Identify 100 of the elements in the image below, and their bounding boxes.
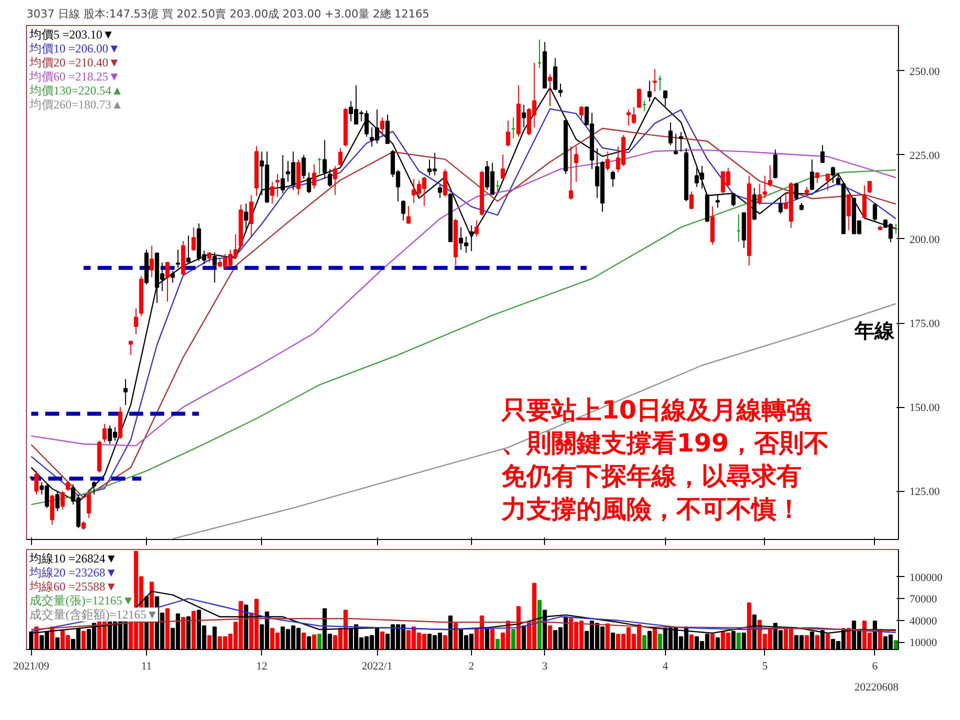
candlestick bbox=[134, 308, 138, 335]
candlestick bbox=[186, 235, 191, 263]
x-tick-label: 2021/09 bbox=[13, 660, 50, 672]
candlestick bbox=[663, 90, 668, 107]
x-tick-label: 11 bbox=[141, 660, 152, 672]
text: 均線20 =23268▼ bbox=[28, 566, 118, 580]
candlestick bbox=[66, 480, 70, 492]
candlestick bbox=[380, 117, 384, 136]
bar bbox=[81, 630, 86, 650]
bar bbox=[606, 624, 610, 650]
candlestick bbox=[165, 262, 170, 302]
candlestick bbox=[176, 249, 180, 268]
annotation: 年線 bbox=[854, 318, 896, 342]
candlestick bbox=[522, 104, 526, 128]
candlestick bbox=[731, 192, 736, 207]
x-tick-label: 6 bbox=[872, 660, 878, 672]
candlestick bbox=[868, 180, 872, 194]
y-tick-label: 250.00 bbox=[910, 66, 940, 78]
candlestick bbox=[610, 170, 616, 188]
candlestick bbox=[500, 154, 505, 180]
candlestick bbox=[270, 181, 274, 204]
candlestick bbox=[810, 159, 814, 191]
candlestick bbox=[846, 194, 851, 231]
candlestick bbox=[815, 172, 820, 184]
bar bbox=[747, 602, 752, 650]
bar bbox=[815, 635, 820, 650]
text: 均價20 =210.40▼ bbox=[28, 56, 120, 70]
candlestick bbox=[86, 488, 91, 518]
bar bbox=[548, 625, 552, 650]
candlestick bbox=[678, 132, 684, 152]
bar bbox=[380, 632, 384, 650]
candlestick bbox=[302, 154, 306, 180]
y-tick-label: 100000 bbox=[910, 572, 943, 584]
bar bbox=[652, 627, 657, 650]
candlestick bbox=[506, 120, 510, 148]
candlestick bbox=[333, 166, 338, 196]
bar bbox=[192, 610, 196, 650]
candlestick bbox=[862, 185, 867, 220]
candlestick bbox=[128, 340, 133, 356]
text: 均線60 =25588▼ bbox=[28, 580, 118, 594]
candlestick bbox=[579, 106, 584, 122]
series-label: 成交量(張)=12165▼ bbox=[30, 594, 134, 608]
bar bbox=[826, 634, 830, 650]
candlestick bbox=[474, 220, 479, 238]
bar bbox=[511, 629, 516, 650]
candlestick bbox=[50, 494, 54, 526]
bar bbox=[181, 617, 186, 650]
x-tick-label: 4 bbox=[662, 660, 669, 672]
x-tick-label: 12 bbox=[256, 660, 268, 672]
candlestick bbox=[212, 252, 217, 284]
candlestick bbox=[768, 164, 772, 188]
candlestick bbox=[401, 200, 406, 221]
candlestick bbox=[568, 146, 574, 200]
candlestick bbox=[338, 148, 343, 167]
y-tick-label: 125.00 bbox=[910, 486, 940, 498]
candlestick bbox=[668, 122, 673, 146]
bar bbox=[689, 634, 694, 650]
candlestick bbox=[192, 227, 196, 252]
candlestick bbox=[322, 140, 327, 180]
candlestick bbox=[438, 184, 442, 198]
candlestick bbox=[385, 114, 390, 144]
bar bbox=[302, 632, 306, 650]
candlestick bbox=[574, 146, 578, 182]
chart-title: 3037 日線 股本:147.53億 買 202.50賣 203.00成 203.00 +3.00量 2總 12165 bbox=[26, 8, 430, 20]
bar bbox=[710, 634, 715, 650]
bar bbox=[207, 635, 212, 650]
candlestick bbox=[406, 206, 411, 224]
text: 均價5 =203.10▼ bbox=[28, 28, 114, 42]
x-tick-label: 3 bbox=[542, 660, 548, 672]
candlestick bbox=[820, 144, 825, 164]
bar bbox=[317, 634, 322, 650]
line-series bbox=[172, 303, 896, 540]
x-tick-label: 5 bbox=[762, 660, 768, 672]
annotation: 成交量(含鉅額)=12165▼ bbox=[30, 608, 158, 622]
candlestick bbox=[674, 133, 678, 156]
candlestick bbox=[170, 270, 175, 284]
candlestick bbox=[689, 191, 694, 210]
y-tick-label: 225.00 bbox=[910, 150, 940, 162]
y-tick-label: 200.00 bbox=[910, 234, 940, 246]
y-tick-label: 150.00 bbox=[910, 402, 940, 414]
candlestick bbox=[830, 166, 836, 184]
candlestick bbox=[647, 80, 652, 102]
candlestick bbox=[443, 168, 448, 198]
text: 均價10 =206.00▼ bbox=[28, 42, 120, 56]
legend-label: 均線10 =26824▼ bbox=[28, 552, 118, 566]
bar bbox=[312, 634, 316, 650]
candlestick bbox=[275, 174, 280, 198]
candlestick bbox=[872, 202, 878, 222]
candlestick bbox=[328, 168, 332, 188]
candlestick bbox=[548, 74, 552, 107]
candlestick bbox=[716, 194, 720, 208]
candlestick bbox=[773, 149, 778, 179]
text: 均價260=180.73▲ bbox=[28, 98, 124, 112]
candlestick bbox=[312, 164, 316, 190]
candlestick bbox=[280, 154, 285, 194]
candlestick bbox=[249, 194, 254, 238]
candlestick bbox=[606, 151, 610, 172]
bar bbox=[443, 635, 448, 650]
candlestick bbox=[558, 83, 563, 98]
candlestick bbox=[34, 470, 39, 495]
